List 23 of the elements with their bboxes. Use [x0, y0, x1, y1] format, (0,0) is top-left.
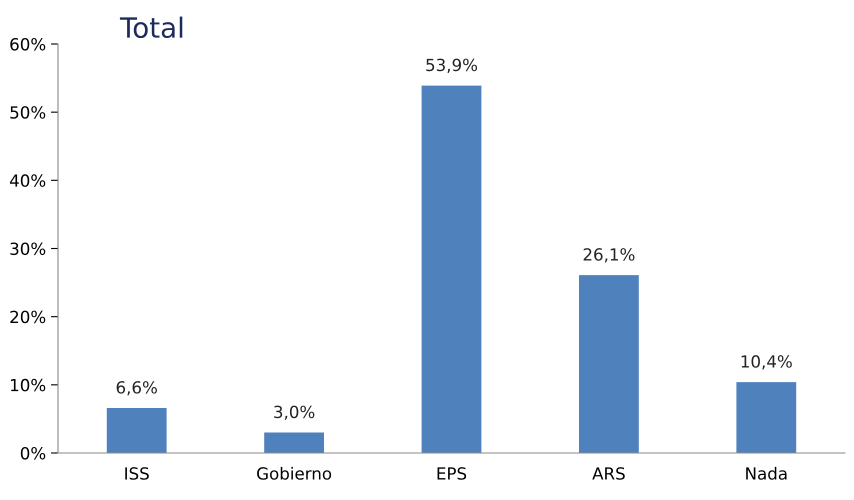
data-label: 10,4% — [742, 355, 792, 370]
data-label: 6,6% — [116, 381, 157, 396]
x-tick-label: ISS — [125, 467, 149, 480]
y-tick-label: 60% — [10, 38, 46, 51]
y-tick-label: 40% — [10, 174, 46, 187]
bar — [578, 275, 639, 453]
x-tick-label: ARS — [592, 467, 625, 480]
x-tick-label: Nada — [746, 466, 787, 480]
y-tick-label: 10% — [10, 378, 46, 392]
x-tick-label: Gobierno — [257, 466, 332, 480]
bar — [264, 432, 324, 453]
data-label: 3,0% — [274, 406, 314, 420]
bar — [422, 86, 482, 453]
y-tick-label: 50% — [10, 106, 46, 119]
bar — [106, 408, 167, 453]
y-tick-label: 0% — [20, 446, 46, 460]
y-tick-label: 20% — [10, 310, 46, 324]
data-label: 26,1% — [584, 248, 634, 262]
data-label: 53,9% — [426, 58, 478, 73]
y-tick-label: 30% — [10, 242, 46, 256]
bar — [736, 382, 796, 453]
x-tick-label: EPS — [438, 467, 466, 480]
chart-title: Total — [120, 16, 182, 38]
